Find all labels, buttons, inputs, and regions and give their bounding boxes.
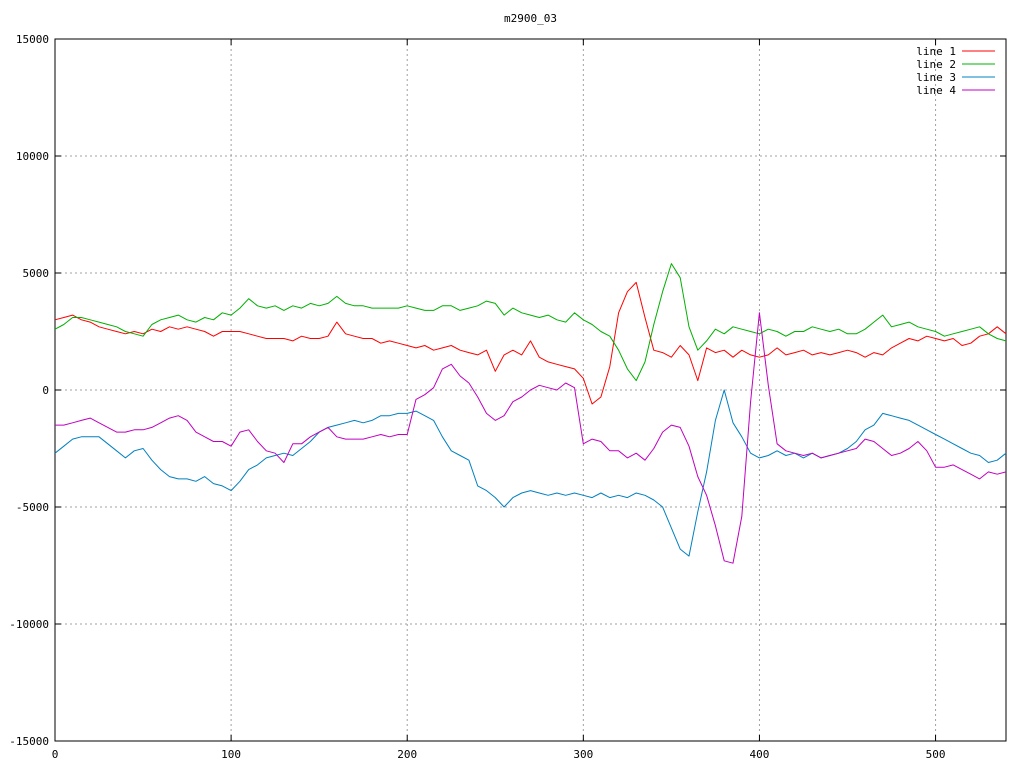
axis-ticks: 0 100 200 300 400 500 -15000 -10000 -5000 0 5000 10… xyxy=(9,33,1006,761)
x-tick-label: 300 xyxy=(573,748,593,761)
chart-title: m2900_03 xyxy=(504,12,557,25)
legend-label-3: line 3 xyxy=(916,71,956,84)
y-tick-label: 5000 xyxy=(23,267,50,280)
x-tick-label: 100 xyxy=(221,748,241,761)
legend-label-4: line 4 xyxy=(916,84,956,97)
x-tick-label: 0 xyxy=(52,748,59,761)
series-line-3 xyxy=(54,389,1007,557)
x-tick-label: 500 xyxy=(926,748,946,761)
y-tick-label: -5000 xyxy=(16,501,49,514)
series-line-4 xyxy=(55,312,1007,564)
x-tick-label: 400 xyxy=(750,748,770,761)
legend-label-2: line 2 xyxy=(916,58,956,71)
legend-label-1: line 1 xyxy=(916,45,956,58)
series-lines xyxy=(54,263,1007,564)
y-tick-label: 10000 xyxy=(16,150,49,163)
series-line-1 xyxy=(54,281,1007,405)
y-tick-label: 0 xyxy=(42,384,49,397)
x-tick-label: 200 xyxy=(397,748,417,761)
y-tick-label: -10000 xyxy=(9,618,49,631)
series-line-2 xyxy=(54,263,1007,382)
y-tick-label: 15000 xyxy=(16,33,49,46)
y-tick-label: -15000 xyxy=(9,735,49,748)
